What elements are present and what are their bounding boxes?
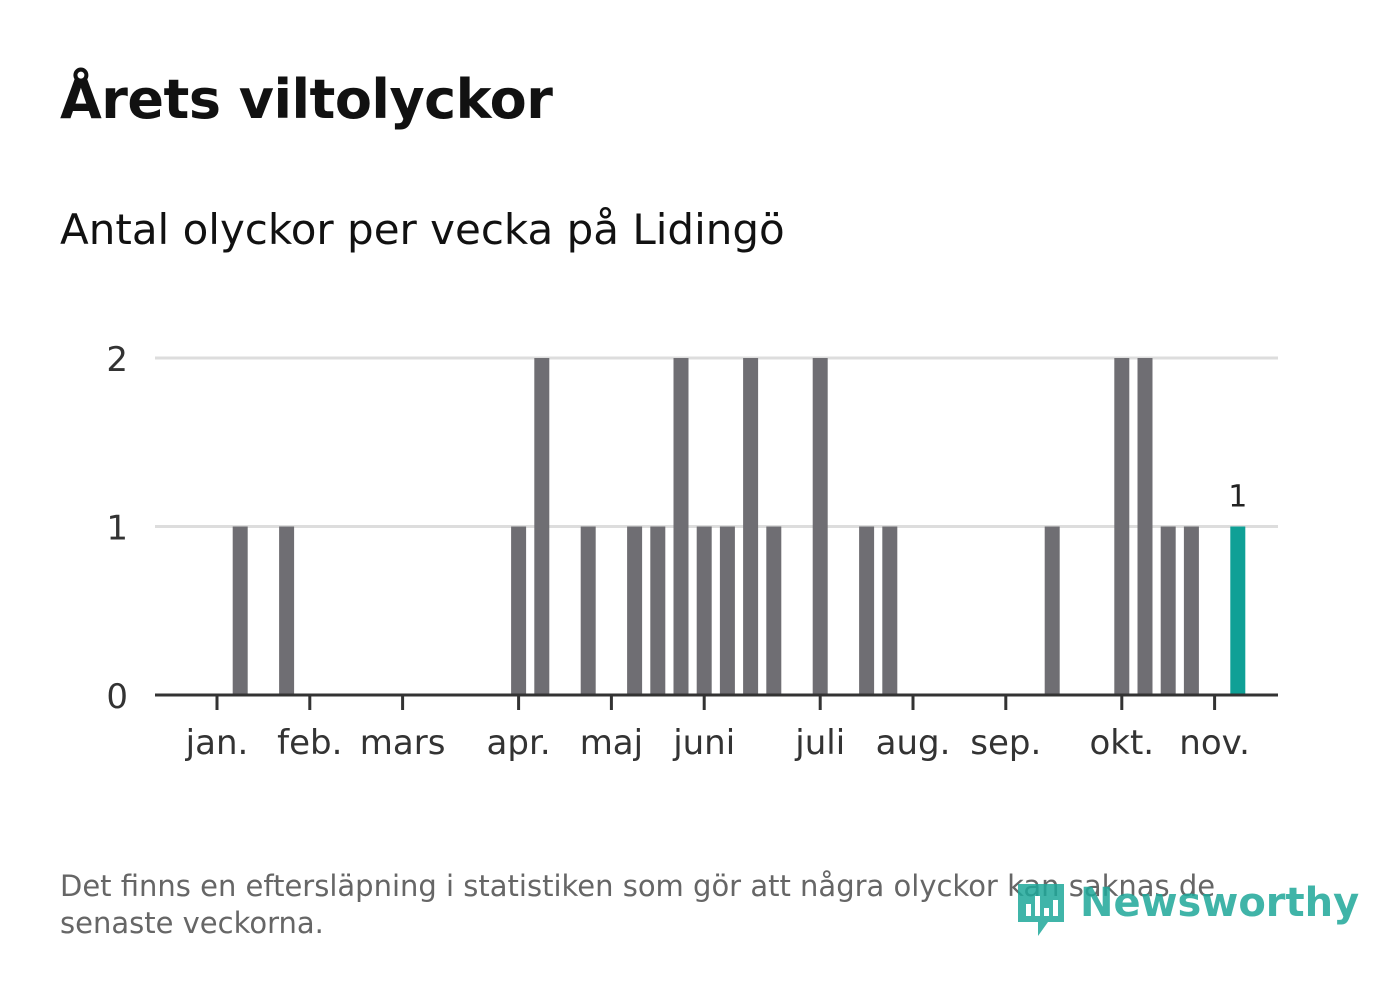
x-tick-label: sep. — [970, 723, 1041, 763]
x-tick-label: apr. — [487, 723, 551, 763]
bar — [859, 526, 875, 695]
gridlines — [155, 356, 1278, 528]
bar — [580, 526, 596, 695]
bar — [1137, 358, 1153, 695]
y-tick-label: 0 — [106, 677, 128, 717]
bar — [232, 526, 248, 695]
y-tick-label: 2 — [106, 340, 128, 380]
y-axis: 0 1 2 — [106, 340, 128, 717]
x-tick-label: nov. — [1179, 723, 1250, 763]
bar — [766, 526, 782, 695]
bar — [812, 358, 828, 695]
bars — [232, 358, 1246, 695]
bar — [719, 526, 735, 695]
bar — [1183, 526, 1199, 695]
bar — [534, 358, 550, 695]
x-tick-label: aug. — [876, 723, 951, 763]
newsworthy-logo-icon — [1018, 884, 1064, 936]
bar — [696, 526, 712, 695]
highlight-value-label: 1 — [1228, 480, 1247, 515]
x-tick-label: jan. — [185, 723, 249, 763]
logo-text: Newsworthy — [1080, 880, 1360, 926]
bar — [1160, 526, 1176, 695]
bar — [1044, 526, 1060, 695]
x-tick-label: okt. — [1089, 723, 1154, 763]
data-labels: 1 — [1228, 480, 1247, 515]
x-tick-label: juli — [794, 723, 845, 763]
x-tick-label: juni — [672, 723, 735, 763]
newsworthy-logo: Newsworthy — [1012, 878, 1359, 942]
bar-highlight — [1230, 526, 1246, 695]
bar — [882, 526, 898, 695]
y-tick-label: 1 — [106, 509, 128, 549]
bar — [743, 358, 759, 695]
x-tick-label: feb. — [277, 723, 342, 763]
chart-title: Årets viltolyckor — [60, 68, 553, 131]
x-tick-label: maj — [580, 723, 643, 763]
chart-subtitle: Antal olyckor per vecka på Lidingö — [60, 205, 785, 254]
bar — [650, 526, 666, 695]
x-tick-label: mars — [360, 723, 446, 763]
bar — [511, 526, 527, 695]
bar — [673, 358, 689, 695]
bar — [279, 526, 295, 695]
x-axis: jan. feb. mars apr. maj juni juli aug. sep. okt. n… — [155, 693, 1278, 763]
bar — [1114, 358, 1130, 695]
bar — [627, 526, 643, 695]
